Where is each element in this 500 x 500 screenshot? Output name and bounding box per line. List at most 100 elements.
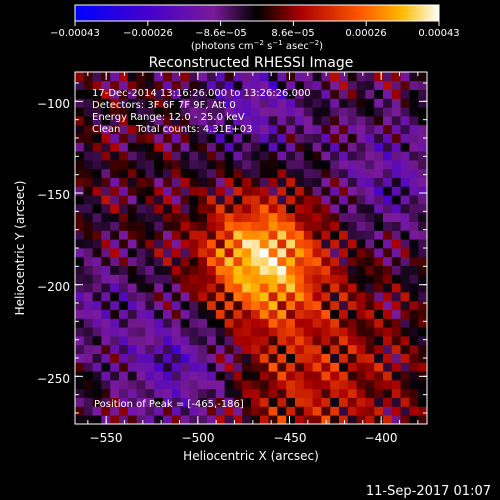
heatmap-cell <box>110 195 120 205</box>
heatmap-cell <box>268 415 278 424</box>
heatmap-cell <box>75 142 85 152</box>
heatmap-cell <box>427 292 436 301</box>
heatmap-cell <box>251 336 261 346</box>
heatmap-cell <box>374 195 384 205</box>
heatmap-cell <box>75 124 85 134</box>
heatmap-cell <box>171 274 181 284</box>
heatmap-cell <box>303 230 313 240</box>
heatmap-cell <box>400 177 410 187</box>
heatmap-cell <box>286 292 296 302</box>
heatmap-cell <box>83 344 93 354</box>
heatmap-cell <box>136 160 146 170</box>
heatmap-cell <box>215 353 225 363</box>
heatmap-cell <box>233 283 243 293</box>
heatmap-cell <box>242 177 252 187</box>
heatmap-cell <box>171 133 181 143</box>
heatmap-cell <box>180 371 190 381</box>
heatmap-cell <box>383 397 393 407</box>
heatmap-cell <box>347 371 357 381</box>
heatmap-cell <box>145 116 155 126</box>
heatmap-cell <box>339 248 349 258</box>
heatmap-cell <box>127 142 137 152</box>
heatmap-cell <box>259 160 269 170</box>
heatmap-cell <box>136 151 146 161</box>
heatmap-cell <box>400 292 410 302</box>
heatmap-cell <box>365 406 375 416</box>
heatmap-cell <box>330 292 340 302</box>
heatmap-cell <box>163 195 173 205</box>
heatmap-cell <box>127 344 137 354</box>
heatmap-cell <box>427 248 436 257</box>
heatmap-cell <box>198 318 208 328</box>
heatmap-cell <box>400 89 410 99</box>
heatmap-cell <box>356 168 366 178</box>
heatmap-cell <box>259 318 269 328</box>
heatmap-cell <box>383 177 393 187</box>
heatmap-cell <box>295 371 305 381</box>
heatmap-cell <box>391 72 401 82</box>
heatmap-cell <box>374 168 384 178</box>
heatmap-cell <box>268 177 278 187</box>
heatmap-cell <box>356 406 366 416</box>
heatmap-cell <box>356 195 366 205</box>
heatmap-cell <box>207 221 217 231</box>
heatmap-cell <box>92 72 102 82</box>
heatmap-cell <box>163 344 173 354</box>
heatmap-cell <box>295 151 305 161</box>
heatmap-cell <box>409 221 419 231</box>
y-tick-label: −200 <box>37 280 70 294</box>
heatmap-cell <box>374 248 384 258</box>
heatmap-cell <box>163 300 173 310</box>
heatmap-cell <box>356 362 366 372</box>
heatmap-cell <box>400 300 410 310</box>
heatmap-cell <box>154 265 164 275</box>
heatmap-cell <box>277 80 287 90</box>
heatmap-cell <box>189 107 199 117</box>
heatmap-cell <box>427 186 436 195</box>
heatmap-cell <box>207 397 217 407</box>
heatmap-cell <box>339 221 349 231</box>
heatmap-cell <box>268 265 278 275</box>
heatmap-cell <box>119 116 129 126</box>
heatmap-cell <box>427 301 436 310</box>
heatmap-cell <box>224 274 234 284</box>
heatmap-cell <box>391 309 401 319</box>
heatmap-cell <box>286 265 296 275</box>
heatmap-cell <box>198 344 208 354</box>
heatmap-cell <box>268 397 278 407</box>
heatmap-cell <box>259 415 269 424</box>
heatmap-cell <box>400 309 410 319</box>
heatmap-cell <box>347 107 357 117</box>
heatmap-cell <box>119 300 129 310</box>
heatmap-cell <box>110 160 120 170</box>
heatmap-cell <box>251 309 261 319</box>
heatmap-cell <box>251 380 261 390</box>
heatmap-cell <box>92 283 102 293</box>
heatmap-cell <box>145 309 155 319</box>
heatmap-cell <box>224 195 234 205</box>
heatmap-cell <box>163 133 173 143</box>
heatmap-cell <box>171 388 181 398</box>
heatmap-cell <box>198 221 208 231</box>
heatmap-cell <box>295 292 305 302</box>
heatmap-cell <box>400 388 410 398</box>
heatmap-cell <box>75 336 85 346</box>
heatmap-cell <box>136 116 146 126</box>
heatmap-cell <box>215 274 225 284</box>
heatmap-cell <box>400 362 410 372</box>
heatmap-cell <box>409 239 419 249</box>
heatmap-cell <box>303 248 313 258</box>
heatmap-cell <box>409 292 419 302</box>
heatmap-cell <box>75 327 85 337</box>
heatmap-cell <box>374 160 384 170</box>
heatmap-cell <box>242 80 252 90</box>
heatmap-cell <box>295 362 305 372</box>
heatmap-cell <box>154 212 164 222</box>
heatmap-cell <box>198 309 208 319</box>
heatmap-cell <box>427 213 436 222</box>
heatmap-cell <box>295 221 305 231</box>
heatmap-cell <box>198 362 208 372</box>
heatmap-cell <box>365 107 375 117</box>
heatmap-cell <box>383 195 393 205</box>
heatmap-cell <box>374 336 384 346</box>
